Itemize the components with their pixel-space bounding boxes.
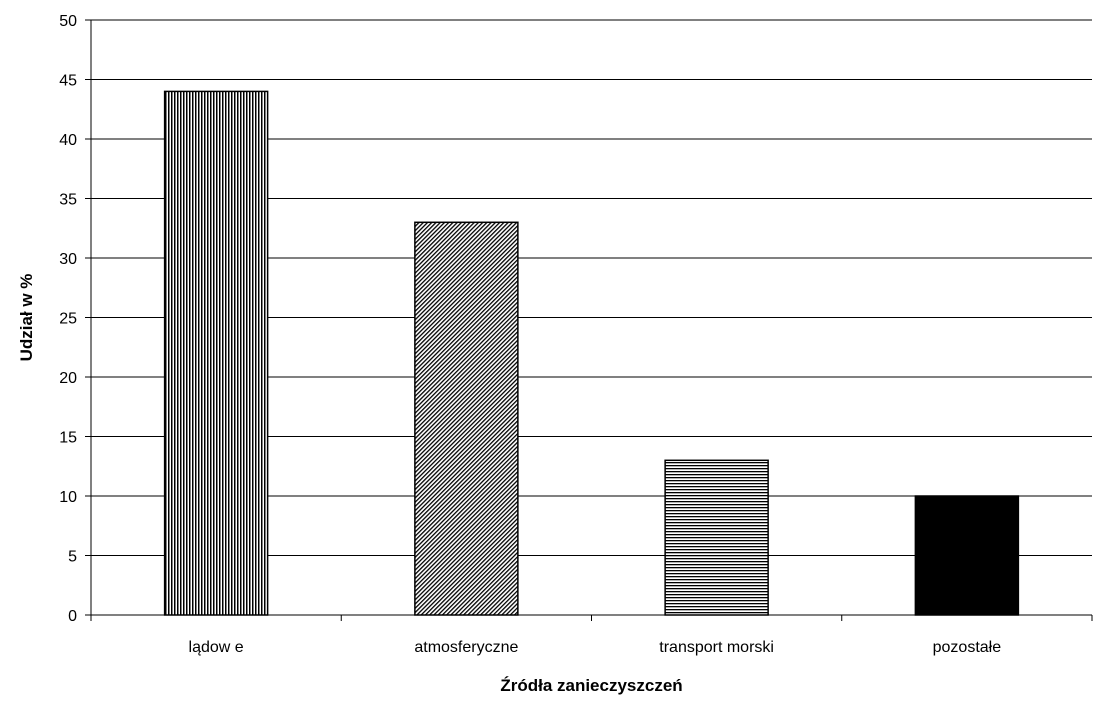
bar-4: [914, 495, 1020, 616]
y-tick-label-15: 15: [59, 430, 77, 447]
y-tick-label-25: 25: [59, 311, 77, 328]
y-tick-label-45: 45: [59, 73, 77, 90]
x-tick-label-1: lądow e: [189, 639, 244, 656]
tick-labels: 0 5 10 15 20 25 30 35 40 45 50 lądow e atmosferyczne…: [59, 13, 1001, 656]
x-tick-label-2: atmosferyczne: [414, 639, 518, 656]
y-tick-label-50: 50: [59, 13, 77, 30]
y-tick-label-5: 5: [68, 549, 77, 566]
y-tick-label-0: 0: [68, 608, 77, 625]
x-tick-label-4: pozostałe: [933, 639, 1002, 656]
y-tick-label-10: 10: [59, 489, 77, 506]
axes: [85, 19, 1093, 621]
y-axis-title: Udział w %: [17, 274, 36, 362]
bar-3: [664, 459, 769, 616]
bar-2: [414, 221, 519, 616]
bar-1: [163, 90, 269, 616]
bars: [163, 90, 1020, 616]
x-axis-title: Źródła zanieczyszczeń: [500, 676, 682, 695]
x-tick-label-3: transport morski: [659, 639, 774, 656]
y-tick-label-35: 35: [59, 192, 77, 209]
y-tick-label-40: 40: [59, 132, 77, 149]
y-tick-label-20: 20: [59, 370, 77, 387]
y-tick-label-30: 30: [59, 251, 77, 268]
